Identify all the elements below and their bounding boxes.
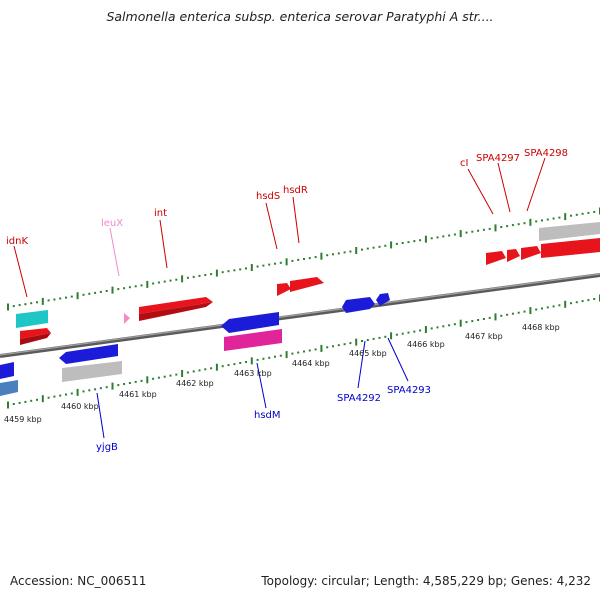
gene-SPA4292[interactable] bbox=[342, 297, 375, 313]
gene-idnK[interactable] bbox=[20, 328, 51, 339]
leader-idnK bbox=[13, 245, 28, 298]
leader-cI bbox=[467, 168, 494, 215]
scale-label-4459: 4459 kbp bbox=[4, 415, 42, 424]
leader-int bbox=[159, 219, 168, 269]
gene-int[interactable] bbox=[139, 297, 213, 314]
scale-label-4468: 4468 kbp bbox=[522, 323, 560, 332]
gene-SPA4293[interactable] bbox=[376, 293, 390, 306]
label-SPA4297[interactable]: SPA4297 bbox=[476, 153, 520, 164]
scale-label-4461: 4461 kbp bbox=[119, 390, 157, 399]
gene-right-red bbox=[541, 238, 600, 258]
gene-cI[interactable] bbox=[486, 251, 506, 265]
gene-SPA4298[interactable] bbox=[521, 246, 541, 260]
scale-label-4463: 4463 kbp bbox=[234, 369, 272, 378]
label-hsdR[interactable]: hsdR bbox=[283, 185, 308, 196]
tick-track-inner bbox=[7, 294, 600, 409]
gene-hsdR[interactable] bbox=[290, 277, 324, 292]
gene-SPA4297[interactable] bbox=[507, 249, 520, 262]
gene-left-blue bbox=[0, 362, 14, 379]
map-title: Salmonella enterica subsp. enterica sero… bbox=[106, 9, 494, 24]
label-hsdS[interactable]: hsdS bbox=[256, 191, 280, 202]
label-leaders bbox=[13, 157, 546, 439]
label-int[interactable]: int bbox=[154, 208, 167, 219]
scale-label-4460: 4460 kbp bbox=[61, 402, 99, 411]
scale-label-4465: 4465 kbp bbox=[349, 349, 387, 358]
label-yjgB[interactable]: yjgB bbox=[96, 442, 118, 453]
leader-leuX bbox=[109, 227, 120, 277]
genome-summary-text: Topology: circular; Length: 4,585,229 bp… bbox=[261, 574, 591, 588]
leader-SPA4293 bbox=[387, 337, 409, 382]
gene-hsdM[interactable] bbox=[221, 312, 279, 333]
scale-label-4467: 4467 kbp bbox=[465, 332, 503, 341]
tick-track-outer bbox=[7, 207, 600, 311]
leader-yjgB bbox=[96, 392, 105, 439]
gene-hsdS[interactable] bbox=[277, 283, 291, 296]
leader-hsdM bbox=[256, 362, 267, 409]
leader-SPA4292 bbox=[357, 340, 366, 389]
label-hsdM[interactable]: hsdM bbox=[254, 410, 281, 421]
label-SPA4292[interactable]: SPA4292 bbox=[337, 393, 381, 404]
gene-idnK-shade bbox=[20, 333, 51, 345]
gene-grey-lower bbox=[62, 361, 122, 382]
gene-leuX[interactable] bbox=[124, 313, 130, 324]
scale-label-4462: 4462 kbp bbox=[176, 379, 214, 388]
gene-labels: idnK leuX int hsdS hsdR cI SPA4297 SPA42… bbox=[6, 148, 568, 453]
gene-magenta bbox=[224, 329, 282, 351]
label-idnK[interactable]: idnK bbox=[6, 236, 28, 247]
label-SPA4298[interactable]: SPA4298 bbox=[524, 148, 568, 159]
scale-labels: 4459 kbp 4460 kbp 4461 kbp 4462 kbp 4463… bbox=[4, 323, 560, 424]
leader-SPA4298 bbox=[526, 157, 546, 212]
gene-int-shade bbox=[139, 302, 213, 321]
gene-left-steel bbox=[0, 380, 18, 396]
genome-backbone bbox=[0, 273, 600, 358]
label-SPA4293[interactable]: SPA4293 bbox=[387, 385, 431, 396]
gene-cyan bbox=[16, 310, 48, 328]
gene-right-grey bbox=[539, 222, 600, 241]
accession-text: Accession: NC_006511 bbox=[10, 574, 147, 588]
leader-hsdR bbox=[292, 196, 300, 244]
label-leuX[interactable]: leuX bbox=[101, 218, 123, 229]
scale-label-4466: 4466 kbp bbox=[407, 340, 445, 349]
gene-features bbox=[0, 222, 600, 396]
leader-hsdS bbox=[265, 202, 278, 250]
label-cI[interactable]: cI bbox=[460, 158, 468, 169]
leader-SPA4297 bbox=[497, 162, 511, 213]
scale-label-4464: 4464 kbp bbox=[292, 359, 330, 368]
gene-yjgB[interactable] bbox=[59, 344, 118, 364]
